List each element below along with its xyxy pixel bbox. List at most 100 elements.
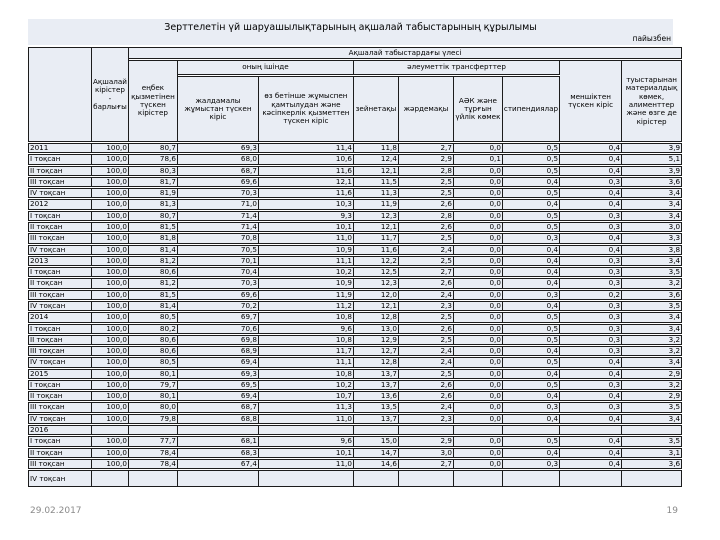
value-cell: 0,3 xyxy=(560,323,623,334)
value-cell: 0,3 xyxy=(502,233,561,244)
value-cell: 100,0 xyxy=(92,391,129,402)
value-cell: 100,0 xyxy=(92,143,129,154)
quarter-row: I тоқсан 100,0 80,2 70,6 9,6 13,0 2,6 0,0 0,5 0,3… xyxy=(28,323,683,334)
value-cell: 0,4 xyxy=(502,267,561,278)
col-group-of-which: оның ішінде xyxy=(177,60,354,75)
row-label: III тоқсан xyxy=(28,402,92,413)
value-cell: 80,7 xyxy=(128,143,178,154)
quarter-row: III тоқсан 100,0 80,6 68,9 11,7 12,7 2,4 0,0 0,4… xyxy=(28,346,683,357)
value-cell: 0,0 xyxy=(453,402,503,413)
value-cell: 2,3 xyxy=(398,300,454,312)
value-cell: 0,4 xyxy=(502,391,561,402)
row-label: IV тоқсан xyxy=(28,470,92,488)
value-cell xyxy=(92,470,129,488)
value-cell: 3,4 xyxy=(622,357,683,368)
row-label: II тоқсан xyxy=(28,447,92,458)
value-cell: 11,4 xyxy=(258,143,354,154)
value-cell: 78,4 xyxy=(128,458,178,470)
value-cell xyxy=(258,470,354,488)
value-cell: 11,2 xyxy=(258,300,354,312)
value-cell: 0,4 xyxy=(560,244,623,255)
value-cell: 80,2 xyxy=(128,323,178,334)
value-cell: 70,3 xyxy=(177,278,259,289)
value-cell xyxy=(398,470,454,488)
value-cell: 77,7 xyxy=(128,436,178,447)
table-body: 2011 100,0 80,7 69,3 11,4 11,8 2,7 0,0 0,5 0,4 3,9… xyxy=(28,143,683,488)
value-cell: 0,3 xyxy=(560,402,623,413)
quarter-row: I тоқсан 100,0 80,7 71,4 9,3 12,3 2,8 0,0 0,5 0,3… xyxy=(28,210,683,221)
value-cell: 12,1 xyxy=(353,300,399,312)
value-cell: 0,4 xyxy=(502,278,561,289)
quarter-row: III тоқсан 100,0 81,7 69,6 12,1 11,5 2,5 0,0 0,4… xyxy=(28,176,683,188)
value-cell: 70,3 xyxy=(177,188,259,199)
year-row: 2014 100,0 80,5 69,7 10,8 12,8 2,5 0,0 0,5 0,3 3,4 xyxy=(28,312,683,323)
value-cell: 0,0 xyxy=(453,323,503,334)
value-cell: 0,5 xyxy=(502,436,561,447)
value-cell: 70,2 xyxy=(177,300,259,312)
value-cell: 0,4 xyxy=(560,447,623,458)
row-label: II тоқсан xyxy=(28,165,92,176)
value-cell: 10,8 xyxy=(258,312,354,323)
value-cell: 0,5 xyxy=(502,221,561,233)
value-cell: 100,0 xyxy=(92,255,129,267)
row-label: III тоқсан xyxy=(28,289,92,300)
value-cell: 0,3 xyxy=(560,255,623,267)
value-cell: 0,0 xyxy=(453,346,503,357)
quarter-row: IV тоқсан 100,0 80,5 69,4 11,1 12,8 2,4 0,0 0,5 0… xyxy=(28,357,683,368)
value-cell: 10,7 xyxy=(258,391,354,402)
value-cell: 13,0 xyxy=(353,323,399,334)
value-cell: 0,4 xyxy=(560,413,623,425)
quarter-row: I тоқсан 100,0 79,7 69,5 10,2 13,7 2,6 0,0 0,5 0,… xyxy=(28,379,683,391)
value-cell: 68,8 xyxy=(177,413,259,425)
value-cell: 71,4 xyxy=(177,210,259,221)
value-cell: 3,4 xyxy=(622,199,683,210)
value-cell: 14,7 xyxy=(353,447,399,458)
value-cell: 12,1 xyxy=(353,221,399,233)
quarter-row: II тоқсан 100,0 80,6 69,8 10,8 12,9 2,5 0,0 0,5 0… xyxy=(28,334,683,346)
value-cell: 100,0 xyxy=(92,436,129,447)
value-cell: 12,3 xyxy=(353,278,399,289)
corner-cell xyxy=(28,47,92,142)
value-cell: 78,4 xyxy=(128,447,178,458)
value-cell: 13,5 xyxy=(353,402,399,413)
value-cell: 68,0 xyxy=(177,154,259,165)
value-cell: 100,0 xyxy=(92,176,129,188)
value-cell: 100,0 xyxy=(92,188,129,199)
value-cell: 0,5 xyxy=(502,165,561,176)
value-cell: 0,4 xyxy=(502,368,561,379)
value-cell: 2,5 xyxy=(398,334,454,346)
value-cell: 3,6 xyxy=(622,176,683,188)
value-cell: 12,2 xyxy=(353,255,399,267)
value-cell: 0,0 xyxy=(453,300,503,312)
value-cell: 100,0 xyxy=(92,289,129,300)
value-cell: 10,9 xyxy=(258,244,354,255)
value-cell: 2,6 xyxy=(398,278,454,289)
value-cell: 2,5 xyxy=(398,255,454,267)
value-cell: 2,4 xyxy=(398,289,454,300)
value-cell: 71,4 xyxy=(177,221,259,233)
value-cell: 68,9 xyxy=(177,346,259,357)
col-header-total: Ақшалай кірістер - барлығы xyxy=(92,47,129,142)
value-cell: 3,0 xyxy=(398,447,454,458)
value-cell: 2,6 xyxy=(398,199,454,210)
col-header-scholarships: стипендиялар xyxy=(502,76,561,142)
quarter-row: II тоқсан 100,0 80,1 69,4 10,7 13,6 2,6 0,0 0,4 0… xyxy=(28,391,683,402)
value-cell: 100,0 xyxy=(92,267,129,278)
value-cell: 11,9 xyxy=(258,289,354,300)
value-cell: 11,3 xyxy=(258,402,354,413)
value-cell xyxy=(92,425,129,436)
value-cell: 3,6 xyxy=(622,289,683,300)
col-header-hired-work: жалдамалы жұмыстан түскен кіріс xyxy=(177,76,259,142)
value-cell: 15,0 xyxy=(353,436,399,447)
value-cell xyxy=(560,470,623,488)
value-cell: 100,0 xyxy=(92,244,129,255)
value-cell: 13,6 xyxy=(353,391,399,402)
value-cell: 70,1 xyxy=(177,255,259,267)
value-cell: 100,0 xyxy=(92,334,129,346)
col-header-relatives-aid: туыстарынан материалдық көмек, алиментте… xyxy=(622,60,683,142)
col-header-asp-housing-aid: АӘК және тұрғын үйлік көмек xyxy=(453,76,503,142)
value-cell: 80,5 xyxy=(128,357,178,368)
value-cell: 0,3 xyxy=(560,176,623,188)
value-cell: 11,1 xyxy=(258,255,354,267)
value-cell: 10,8 xyxy=(258,334,354,346)
